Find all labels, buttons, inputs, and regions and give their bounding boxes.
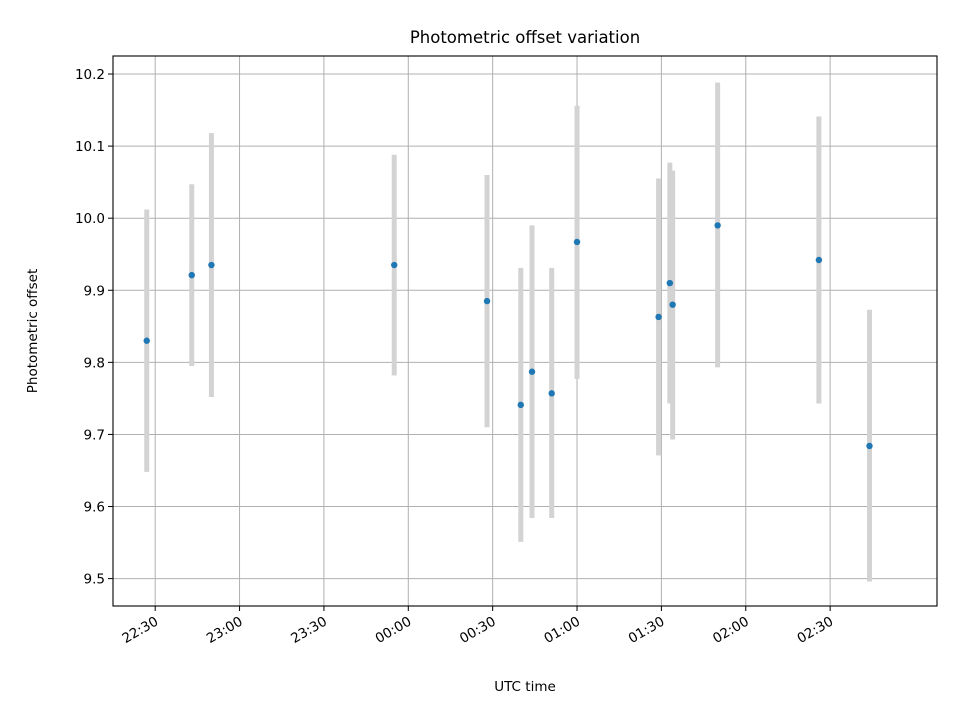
data-point xyxy=(815,256,823,264)
data-point xyxy=(143,337,150,344)
y-tick-label: 10.2 xyxy=(75,67,105,83)
data-point xyxy=(517,401,524,409)
data-point xyxy=(391,261,398,269)
data-point xyxy=(188,271,195,279)
x-tick-label: 01:00 xyxy=(541,614,583,647)
data-point xyxy=(655,313,662,321)
data-point xyxy=(483,297,491,305)
data-point xyxy=(669,301,676,308)
plot-frame xyxy=(112,55,938,607)
x-tick-label: 02:30 xyxy=(794,614,836,647)
y-tick-label: 9.9 xyxy=(84,283,105,299)
data-point xyxy=(528,368,536,375)
data-point xyxy=(666,279,674,287)
x-tick-label: 00:00 xyxy=(373,614,415,647)
y-tick-label: 9.5 xyxy=(84,572,105,588)
data-point xyxy=(208,261,215,269)
x-tick-label: 23:30 xyxy=(288,614,330,647)
y-tick-label: 9.8 xyxy=(84,355,105,371)
y-tick-label: 10.0 xyxy=(75,211,105,227)
data-point xyxy=(714,222,721,229)
x-tick-label: 00:30 xyxy=(457,614,499,647)
y-tick-label: 9.6 xyxy=(84,500,105,516)
data-point xyxy=(866,442,873,450)
x-tick-label: 22:30 xyxy=(119,614,161,647)
chart-title: Photometric offset variation xyxy=(410,28,640,47)
y-tick-label: 9.7 xyxy=(84,427,105,443)
grid-lines xyxy=(113,56,937,606)
x-tick-label: 02:00 xyxy=(710,614,752,647)
x-tick-label: 23:00 xyxy=(204,614,246,647)
data-points xyxy=(143,222,873,450)
data-point xyxy=(573,238,581,246)
y-tick-label: 10.1 xyxy=(75,139,105,155)
x-axis-ticks: 22:30 23:00 23:30 00:00 00:30 01:00 01:30 02:00… xyxy=(119,606,836,647)
x-tick-label: 01:30 xyxy=(626,614,668,647)
data-point xyxy=(548,390,555,397)
x-axis-label: UTC time xyxy=(494,679,556,695)
y-axis-ticks: 9.5 9.6 9.7 9.8 9.9 10.0 10.1 10.2 xyxy=(75,67,113,588)
y-axis-label: Photometric offset xyxy=(25,269,41,393)
